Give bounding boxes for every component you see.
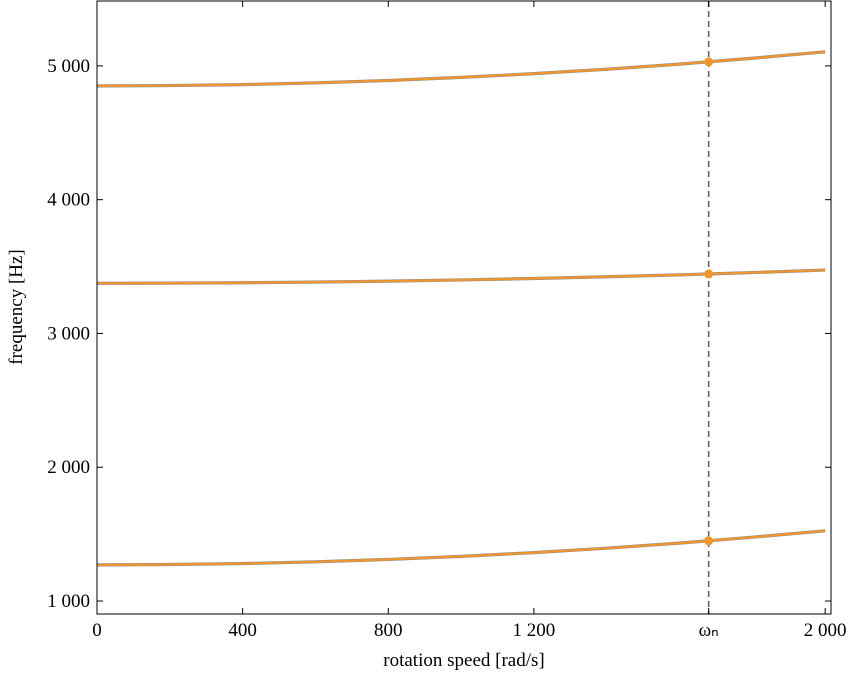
y-tick-label: 3 000: [47, 323, 90, 344]
series-line: [96, 268, 826, 285]
x-tick-label: 1 200: [513, 620, 556, 641]
series-line: [96, 50, 826, 88]
series-line: [96, 529, 826, 567]
marker: [704, 57, 714, 67]
series-line: [96, 50, 826, 88]
x-tick-label: ωₙ: [699, 620, 719, 641]
x-axis-label: rotation speed [rad/s]: [383, 650, 544, 671]
plot-frame: [96, 0, 832, 615]
y-tick-label: 2 000: [47, 457, 90, 478]
marker: [704, 536, 714, 546]
x-tick-label: 0: [92, 620, 102, 641]
x-tick-label: 400: [228, 620, 257, 641]
marker: [704, 269, 714, 279]
y-tick-label: 4 000: [47, 190, 90, 211]
y-axis-label: frequency [Hz]: [6, 249, 27, 365]
series-line: [96, 529, 826, 567]
x-tick-label: 800: [374, 620, 403, 641]
y-tick-label: 1 000: [47, 591, 90, 612]
x-tick-label: 2 000: [804, 620, 847, 641]
y-tick-label: 5 000: [47, 56, 90, 77]
series-line: [96, 268, 826, 285]
